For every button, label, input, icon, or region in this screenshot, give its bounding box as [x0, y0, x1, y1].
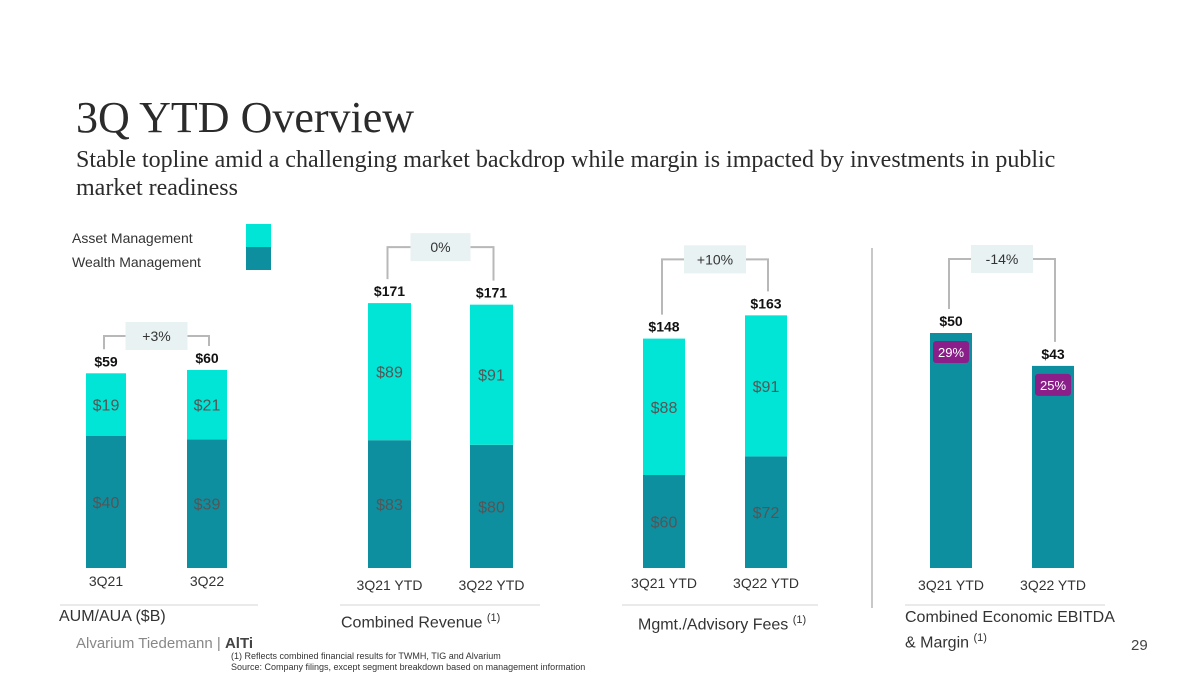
- change-label: 0%: [430, 239, 450, 255]
- category-tick-label: 3Q22 YTD: [1020, 577, 1086, 593]
- bar-segment-asset: [470, 304, 513, 445]
- chart-title-text: Combined Economic EBITDA & Margin: [905, 609, 1114, 652]
- category-tick-label: 3Q21 YTD: [357, 577, 423, 593]
- total-value-label: $59: [94, 353, 118, 369]
- legend-label-asset-management: Asset Management: [72, 230, 193, 246]
- total-value-label: $148: [648, 319, 679, 335]
- segment-value-label: $19: [93, 398, 120, 415]
- segment-value-label: $39: [194, 497, 221, 514]
- segment-value-label: $91: [478, 368, 505, 385]
- segment-value-label: $89: [376, 365, 403, 382]
- legend-swatch-asset-management: [246, 224, 271, 247]
- chart-title-footnote: (1): [486, 612, 501, 624]
- bar: [930, 333, 972, 568]
- total-value-label: $50: [939, 313, 963, 329]
- bar-segment-asset: [745, 315, 787, 457]
- bar-segment-wealth: [86, 436, 126, 568]
- change-label: +3%: [142, 328, 170, 344]
- footnote-line-2: Source: Company filings, except segment …: [231, 662, 586, 672]
- chart-title-ebitda: Combined Economic EBITDA & Margin (1): [905, 608, 1125, 653]
- chart-title-footnote: (1): [792, 614, 807, 626]
- page-title: 3Q YTD Overview: [76, 93, 415, 142]
- change-label: -14%: [986, 251, 1019, 267]
- margin-badge: [1035, 373, 1071, 396]
- category-tick-label: 3Q21 YTD: [631, 575, 697, 591]
- change-box: [410, 233, 471, 262]
- total-value-label: $171: [476, 285, 507, 301]
- brand-name: Alvarium Tiedemann |: [76, 635, 225, 652]
- bar-segment-wealth: [187, 439, 227, 568]
- page-number: 29: [1131, 637, 1148, 654]
- margin-label: 25%: [1040, 378, 1066, 393]
- bar: [1032, 365, 1074, 568]
- chart-title-text: AUM/AUA ($B): [59, 608, 166, 625]
- total-value-label: $60: [195, 350, 219, 366]
- change-box: [971, 245, 1033, 273]
- chart-title-text: Combined Revenue: [341, 614, 483, 632]
- bar-segment-asset: [643, 338, 685, 475]
- change-label: +10%: [697, 251, 733, 267]
- margin-label: 29%: [938, 345, 964, 360]
- segment-value-label: $40: [93, 495, 120, 512]
- category-tick-label: 3Q22 YTD: [733, 575, 799, 591]
- segment-value-label: $88: [651, 400, 678, 417]
- segment-value-label: $80: [478, 499, 505, 516]
- total-value-label: $163: [750, 295, 781, 311]
- category-tick-label: 3Q22: [190, 573, 224, 589]
- category-tick-label: 3Q21 YTD: [918, 577, 984, 593]
- footnote: (1) Reflects combined financial results …: [231, 651, 585, 673]
- footnote-line-1: (1) Reflects combined financial results …: [231, 651, 501, 661]
- segment-value-label: $21: [194, 398, 221, 415]
- segment-value-label: $72: [753, 505, 780, 522]
- segment-value-label: $91: [753, 379, 780, 396]
- chart-title-footnote: (1): [973, 632, 987, 644]
- margin-badge: [933, 341, 969, 363]
- chart-title-aum: AUM/AUA ($B): [59, 608, 166, 626]
- chart-title-fees: Mgmt./Advisory Fees (1): [638, 614, 806, 634]
- change-box: [684, 245, 746, 274]
- legend-label-wealth-management: Wealth Management: [72, 254, 201, 270]
- total-value-label: $171: [374, 283, 405, 299]
- bar-segment-asset: [368, 303, 411, 441]
- total-value-label: $43: [1041, 346, 1065, 362]
- brand-logo: Alvarium Tiedemann | AlTi: [76, 635, 253, 652]
- legend-swatch-wealth-management: [246, 247, 271, 270]
- segment-value-label: $83: [376, 497, 403, 514]
- bar-segment-wealth: [643, 475, 685, 568]
- bar-segment-wealth: [470, 444, 513, 568]
- category-tick-label: 3Q22 YTD: [459, 577, 525, 593]
- change-box: [125, 322, 188, 350]
- category-tick-label: 3Q21: [89, 573, 123, 589]
- bar-segment-wealth: [368, 440, 411, 568]
- bar-segment-asset: [187, 370, 227, 440]
- bar-segment-asset: [86, 373, 126, 436]
- page-subtitle: Stable topline amid a challenging market…: [76, 147, 1056, 201]
- segment-value-label: $60: [651, 515, 678, 532]
- brand-mark: AlTi: [224, 635, 254, 652]
- chart-title-combined-revenue: Combined Revenue (1): [341, 612, 500, 632]
- chart-title-text: Mgmt./Advisory Fees: [638, 616, 789, 634]
- bar-segment-wealth: [745, 456, 787, 568]
